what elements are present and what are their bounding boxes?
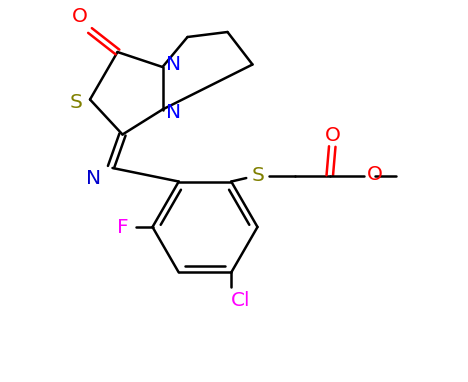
Text: S: S [251, 165, 264, 185]
Text: F: F [117, 217, 128, 236]
Text: N: N [87, 168, 102, 188]
Text: O: O [367, 165, 383, 184]
Text: N: N [166, 102, 181, 121]
Text: S: S [70, 92, 82, 112]
Text: Cl: Cl [231, 291, 250, 311]
Text: O: O [72, 8, 88, 26]
Text: N: N [166, 55, 181, 74]
Text: O: O [325, 126, 341, 145]
